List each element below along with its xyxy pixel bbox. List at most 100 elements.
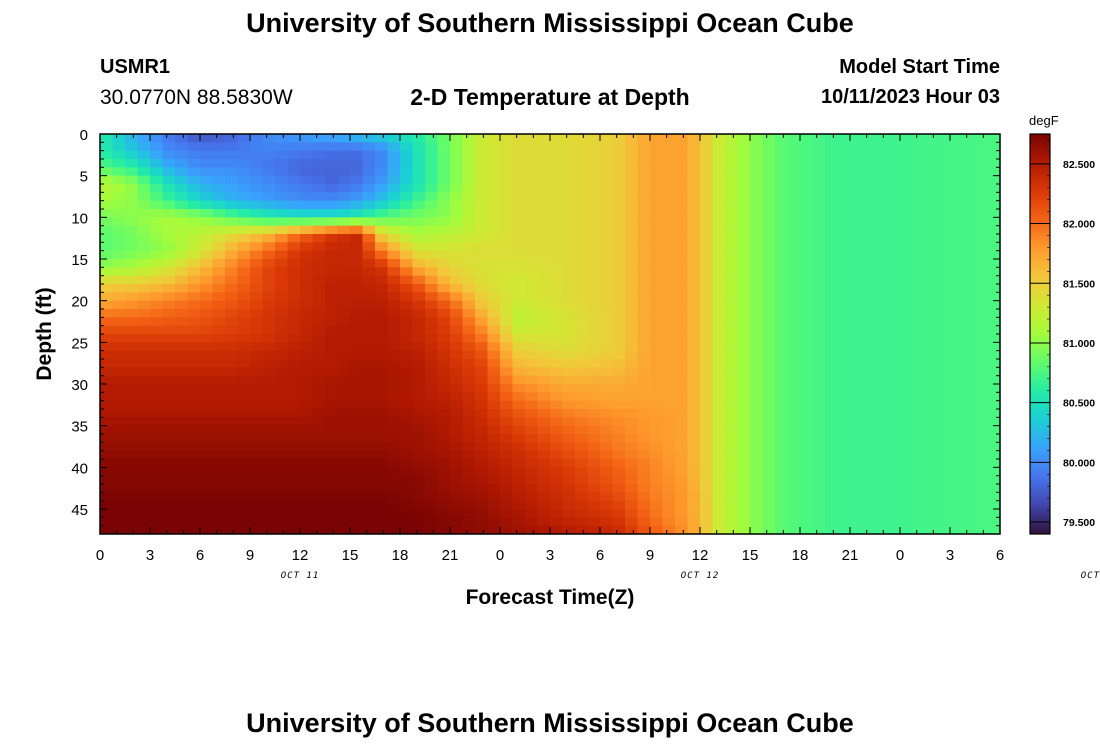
heatmap-cell	[800, 425, 814, 435]
heatmap-cell	[550, 267, 564, 277]
heatmap-cell	[112, 409, 126, 418]
heatmap-cell	[712, 259, 726, 268]
heatmap-cell	[225, 209, 239, 218]
heatmap-cell	[675, 317, 689, 327]
heatmap-cell	[950, 134, 964, 143]
heatmap-cell	[650, 375, 664, 385]
heatmap-cell	[962, 259, 976, 268]
heatmap-cell	[437, 400, 451, 410]
heatmap-cell	[475, 392, 489, 402]
heatmap-cell	[300, 475, 314, 485]
heatmap-cell	[837, 284, 851, 293]
heatmap-cell	[700, 225, 714, 235]
heatmap-cell	[950, 275, 964, 285]
heatmap-cell	[212, 317, 226, 327]
heatmap-cell	[475, 309, 489, 318]
heatmap-cell	[137, 209, 151, 218]
heatmap-cell	[612, 317, 626, 327]
heatmap-cell	[512, 217, 526, 227]
heatmap-cell	[562, 525, 576, 534]
heatmap-cell	[562, 425, 576, 435]
heatmap-cell	[425, 350, 439, 360]
heatmap-cell	[987, 442, 1000, 452]
heatmap-cell	[112, 450, 126, 460]
heatmap-cell	[825, 484, 839, 493]
heatmap-cell	[912, 434, 926, 443]
heatmap-cell	[500, 375, 514, 385]
heatmap-cell	[425, 517, 439, 527]
heatmap-cell	[387, 284, 401, 293]
heatmap-cell	[475, 150, 489, 160]
heatmap-cell	[100, 200, 114, 210]
heatmap-cell	[162, 217, 176, 227]
heatmap-cell	[300, 525, 314, 534]
heatmap-cell	[875, 375, 889, 385]
heatmap-cell	[650, 350, 664, 360]
heatmap-cell	[512, 467, 526, 477]
heatmap-cell	[950, 367, 964, 377]
heatmap-cell	[412, 200, 426, 210]
heatmap-cell	[137, 359, 151, 368]
heatmap-cell	[150, 134, 164, 143]
heatmap-cell	[375, 450, 389, 460]
heatmap-cell	[150, 417, 164, 427]
heatmap-cell	[887, 517, 901, 527]
heatmap-cell	[425, 475, 439, 485]
heatmap-cell	[512, 367, 526, 377]
heatmap-cell	[325, 317, 339, 327]
heatmap-cell	[500, 500, 514, 510]
heatmap-cell	[337, 525, 351, 534]
heatmap-cell	[712, 167, 726, 177]
heatmap-cell	[575, 400, 589, 410]
heatmap-cell	[462, 442, 476, 452]
heatmap-cell	[400, 309, 414, 318]
heatmap-cell	[287, 400, 301, 410]
heatmap-cell	[887, 259, 901, 268]
heatmap-cell	[800, 275, 814, 285]
heatmap-cell	[637, 417, 651, 427]
heatmap-cell	[662, 492, 676, 502]
heatmap-cell	[275, 300, 289, 310]
heatmap-cell	[262, 367, 276, 377]
heatmap-cell	[225, 225, 239, 235]
heatmap-cell	[750, 425, 764, 435]
heatmap-cell	[900, 334, 914, 343]
heatmap-cell	[550, 434, 564, 443]
heatmap-cell	[400, 200, 414, 210]
heatmap-cell	[975, 500, 989, 510]
heatmap-cell	[937, 200, 951, 210]
heatmap-cell	[550, 450, 564, 460]
heatmap-cell	[537, 242, 551, 252]
heatmap-cell	[250, 175, 264, 185]
heatmap-cell	[462, 167, 476, 177]
heatmap-cell	[487, 267, 501, 277]
heatmap-cell	[325, 375, 339, 385]
heatmap-cell	[262, 242, 276, 252]
heatmap-cell	[387, 359, 401, 368]
heatmap-cell	[562, 517, 576, 527]
heatmap-cell	[987, 250, 1000, 260]
heatmap-cell	[125, 467, 139, 477]
heatmap-cell	[487, 434, 501, 443]
heatmap-cell	[425, 450, 439, 460]
heatmap-cell	[562, 209, 576, 218]
heatmap-cell	[925, 392, 939, 402]
heatmap-cell	[737, 434, 751, 443]
heatmap-cell	[787, 509, 801, 518]
heatmap-cell	[862, 259, 876, 268]
heatmap-cell	[537, 342, 551, 352]
heatmap-cell	[512, 525, 526, 534]
heatmap-cell	[512, 175, 526, 185]
heatmap-cell	[562, 484, 576, 493]
heatmap-cell	[750, 184, 764, 193]
heatmap-cell	[812, 442, 826, 452]
heatmap-cell	[475, 259, 489, 268]
heatmap-cell	[962, 484, 976, 493]
heatmap-cell	[625, 367, 639, 377]
heatmap-cell	[950, 342, 964, 352]
heatmap-cell	[400, 242, 414, 252]
heatmap-cell	[400, 150, 414, 160]
heatmap-cell	[412, 450, 426, 460]
heatmap-cell	[625, 142, 639, 152]
heatmap-cell	[687, 225, 701, 235]
